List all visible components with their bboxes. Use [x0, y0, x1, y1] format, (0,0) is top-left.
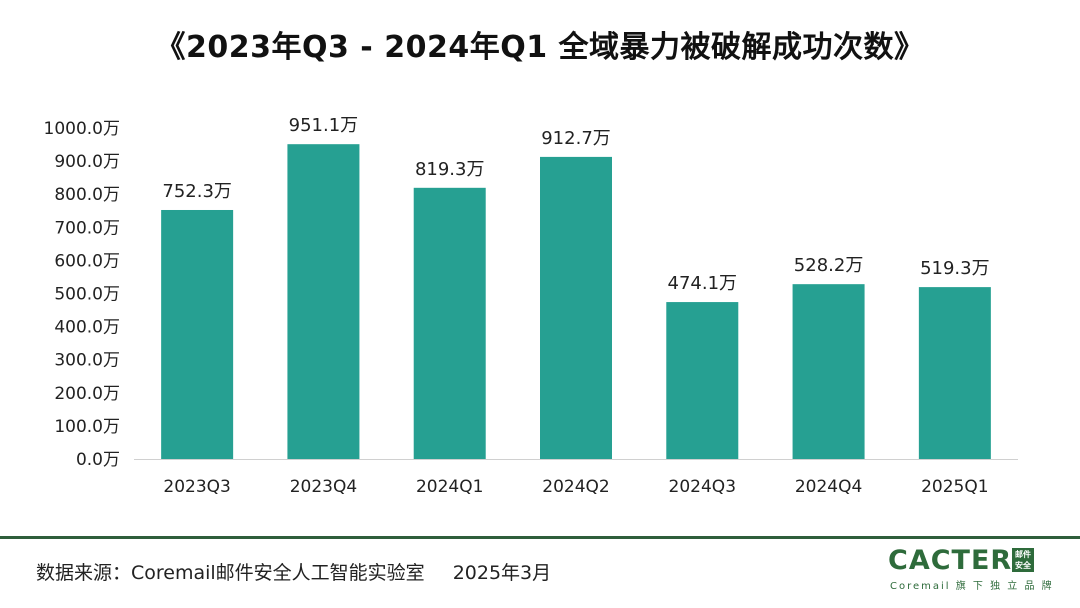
logo-badge: 邮件 安全	[1012, 548, 1034, 572]
x-tick-label: 2023Q3	[163, 477, 230, 497]
bar-2024Q1	[413, 187, 486, 459]
data-label-2024Q1: 819.3万	[415, 159, 485, 180]
y-tick-label: 300.0万	[54, 351, 120, 371]
y-tick-label: 1000.0万	[44, 119, 120, 139]
bar-2025Q1	[918, 287, 991, 459]
x-tick-label: 2024Q2	[542, 477, 609, 497]
y-tick-label: 900.0万	[54, 152, 120, 172]
x-tick-label: 2024Q3	[669, 477, 736, 497]
data-label-2023Q3: 752.3万	[162, 181, 232, 202]
x-tick-label: 2025Q1	[921, 477, 988, 497]
x-tick-label: 2023Q4	[290, 477, 357, 497]
logo-tagline: Coremail 旗 下 独 立 品 牌	[890, 581, 1054, 592]
logo-badge-line1: 邮件	[1015, 550, 1031, 559]
y-tick-label: 800.0万	[54, 185, 120, 205]
footer-source: 数据来源：Coremail邮件安全人工智能实验室 2025年3月	[36, 558, 551, 585]
data-label-2025Q1: 519.3万	[920, 258, 990, 279]
logo-wordmark: CACTER	[888, 545, 1013, 576]
y-tick-label: 0.0万	[76, 450, 120, 470]
data-label-2024Q2: 912.7万	[541, 128, 611, 149]
y-tick-label: 400.0万	[54, 318, 120, 338]
y-tick-label: 500.0万	[54, 285, 120, 305]
x-tick-label: 2024Q1	[416, 477, 483, 497]
logo-badge-line2: 安全	[1015, 561, 1031, 570]
source-text: 数据来源：Coremail邮件安全人工智能实验室	[36, 562, 425, 584]
bar-2024Q4	[792, 284, 865, 459]
bar-chart: 0.0万 100.0万 200.0万 300.0万 400.0万 500.0万 600.0万…	[44, 115, 1018, 497]
source-date: 2025年3月	[452, 562, 552, 584]
data-labels: 752.3万 951.1万 819.3万 912.7万 474.1万 528.2万 519.…	[162, 115, 989, 294]
y-tick-label: 200.0万	[54, 384, 120, 404]
bar-2024Q3	[666, 302, 739, 459]
footer-divider	[0, 536, 1080, 539]
bars	[161, 144, 991, 459]
chart-title: 《2023年Q3 - 2024年Q1 全域暴力被破解成功次数》	[155, 30, 925, 65]
x-tick-label: 2024Q4	[795, 477, 862, 497]
y-tick-label: 700.0万	[54, 218, 120, 238]
data-label-2024Q3: 474.1万	[668, 273, 738, 294]
y-axis: 0.0万 100.0万 200.0万 300.0万 400.0万 500.0万 600.0万…	[44, 119, 120, 470]
data-label-2024Q4: 528.2万	[794, 255, 864, 276]
data-label-2023Q4: 951.1万	[289, 115, 359, 136]
y-tick-label: 100.0万	[54, 417, 120, 437]
x-axis: 2023Q3 2023Q4 2024Q1 2024Q2 2024Q3 2024Q4 2025…	[134, 459, 1018, 497]
cacter-logo: CACTER 邮件 安全 Coremail 旗 下 独 立 品 牌	[888, 545, 1052, 593]
y-tick-label: 600.0万	[54, 251, 120, 271]
bar-2024Q2	[540, 156, 612, 459]
bar-2023Q4	[287, 144, 360, 459]
bar-2023Q3	[161, 209, 234, 459]
